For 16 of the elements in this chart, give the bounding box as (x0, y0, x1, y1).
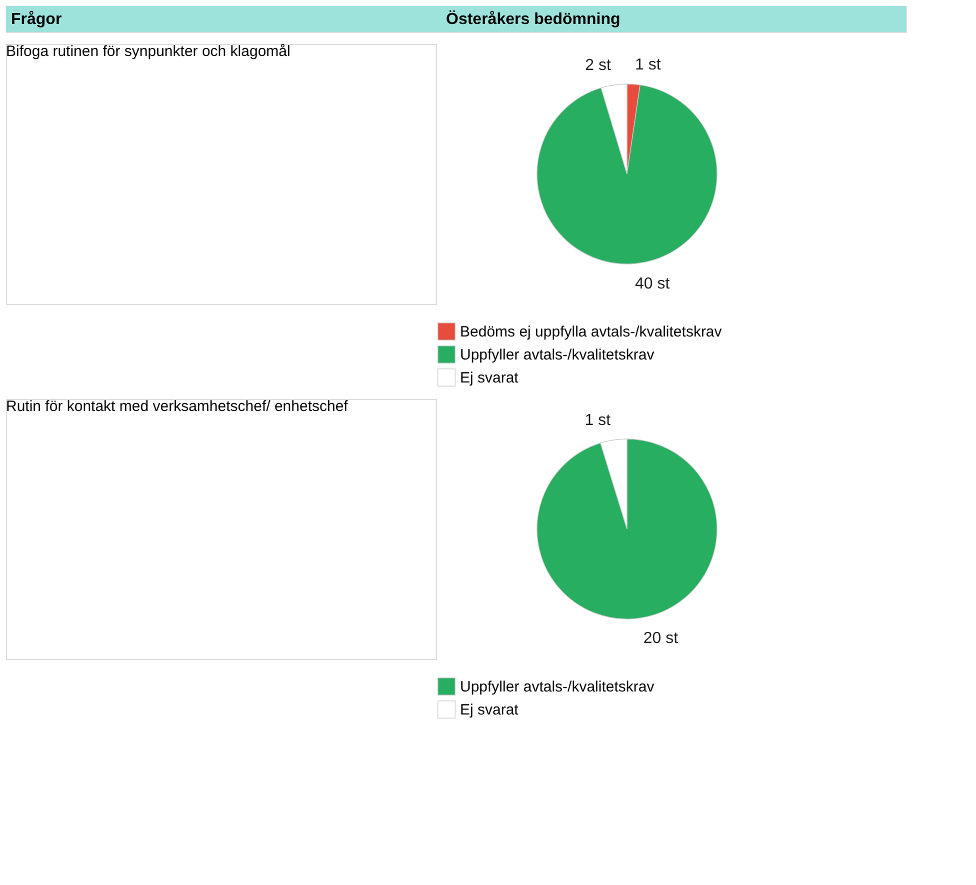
pie-slice (536, 438, 718, 620)
legend-label: Uppfyller avtals-/kvalitetskrav (460, 678, 655, 696)
legend-label: Bedöms ej uppfylla avtals-/kvalitetskrav (460, 324, 722, 340)
data-label: 1 st (584, 412, 612, 430)
data-label: 1 st (635, 56, 662, 74)
text: Österåkers bedömning (446, 10, 620, 28)
pie-slice (536, 84, 718, 264)
legend-label: Uppfyller avtals-/kvalitetskrav (460, 346, 655, 364)
data-label: 20 st (643, 630, 679, 647)
text: Frågor (11, 10, 62, 28)
text: Rutin för kontakt med verksamhetschef/ enhetschef (6, 398, 349, 415)
data-label: 2 st (585, 57, 612, 74)
data-label: 40 st (635, 276, 670, 293)
legend-label: Ej svarat (460, 702, 520, 718)
text: Bifoga rutinen för synpunkter och klagomål (6, 43, 290, 60)
legend-label: Ej svarat (460, 370, 520, 386)
